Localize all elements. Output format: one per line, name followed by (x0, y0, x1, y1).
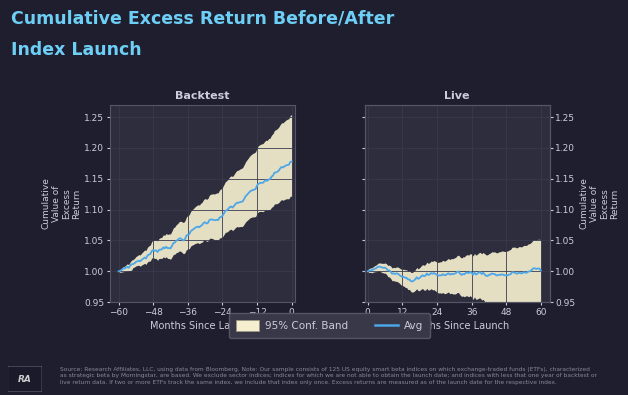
Text: Cumulative Excess Return Before/After: Cumulative Excess Return Before/After (11, 10, 394, 28)
Title: Backtest: Backtest (175, 91, 229, 101)
Text: Source: Research Affiliates, LLC, using data from Bloomberg. Note: Our sample co: Source: Research Affiliates, LLC, using … (60, 367, 597, 385)
X-axis label: Months Since Launch: Months Since Launch (150, 321, 254, 331)
Y-axis label: Cumulative
Value of
Excess
Return: Cumulative Value of Excess Return (580, 177, 620, 229)
X-axis label: Months Since Launch: Months Since Launch (405, 321, 509, 331)
FancyBboxPatch shape (8, 366, 42, 392)
Text: Index Launch: Index Launch (11, 41, 142, 60)
Y-axis label: Cumulative
Value of
Excess
Return: Cumulative Value of Excess Return (41, 177, 82, 229)
Text: RA: RA (18, 374, 32, 384)
Legend: 95% Conf. Band, Avg: 95% Conf. Band, Avg (229, 313, 430, 339)
Title: Live: Live (445, 91, 470, 101)
